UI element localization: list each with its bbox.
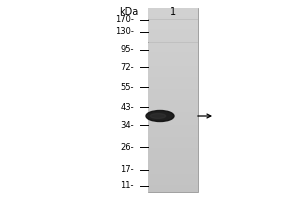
Bar (148, 174, 198, 176)
Bar (148, 185, 198, 187)
Text: 170-: 170- (115, 16, 134, 24)
Bar (148, 153, 198, 155)
Bar (148, 79, 198, 82)
Bar (148, 178, 198, 180)
Bar (148, 130, 198, 132)
Bar (148, 107, 198, 109)
Bar (148, 61, 198, 63)
Bar (148, 169, 198, 171)
Bar (148, 171, 198, 174)
Bar (148, 70, 198, 72)
Bar (148, 146, 198, 148)
Bar (148, 151, 198, 153)
Text: 130-: 130- (115, 27, 134, 36)
Ellipse shape (146, 110, 174, 121)
Bar (148, 17, 198, 20)
Bar (148, 137, 198, 139)
Text: kDa: kDa (119, 7, 138, 17)
Bar (148, 75, 198, 77)
Bar (148, 86, 198, 88)
Bar (148, 132, 198, 134)
Bar (148, 167, 198, 169)
Bar (148, 31, 198, 33)
Bar (148, 109, 198, 112)
Bar (148, 8, 198, 10)
Bar (148, 82, 198, 84)
Bar (148, 47, 198, 49)
Bar (148, 121, 198, 123)
Bar (148, 144, 198, 146)
Bar (148, 139, 198, 141)
Bar (148, 116, 198, 118)
Bar (148, 141, 198, 144)
Bar (148, 125, 198, 128)
Text: 17-: 17- (120, 166, 134, 174)
Bar (148, 114, 198, 116)
Bar (148, 162, 198, 164)
Bar (148, 36, 198, 38)
Bar (148, 29, 198, 31)
Bar (148, 187, 198, 190)
Bar (148, 20, 198, 22)
Bar (148, 134, 198, 137)
Bar (148, 118, 198, 121)
Bar (148, 95, 198, 98)
Bar (148, 45, 198, 47)
Bar (148, 102, 198, 105)
Bar (148, 26, 198, 29)
Bar (148, 13, 198, 15)
Bar (148, 164, 198, 167)
Bar (148, 190, 198, 192)
Bar (148, 56, 198, 59)
Bar (148, 59, 198, 61)
Bar (148, 72, 198, 75)
Bar (148, 66, 198, 68)
Bar (148, 49, 198, 52)
Bar (148, 8, 198, 192)
Bar (148, 22, 198, 24)
Bar (148, 43, 198, 45)
Text: 72-: 72- (120, 62, 134, 72)
Bar (148, 148, 198, 151)
Bar (148, 100, 198, 102)
Bar (148, 10, 198, 13)
Bar (148, 112, 198, 114)
Bar (148, 68, 198, 70)
Text: 26-: 26- (120, 142, 134, 152)
Bar (148, 15, 198, 17)
Bar (148, 88, 198, 91)
Bar (148, 54, 198, 56)
Bar (148, 24, 198, 26)
Text: 11-: 11- (121, 182, 134, 190)
Bar (148, 123, 198, 125)
Bar (148, 158, 198, 160)
Bar (148, 155, 198, 158)
Bar (148, 33, 198, 36)
Bar (148, 183, 198, 185)
Ellipse shape (150, 114, 166, 118)
Bar (148, 98, 198, 100)
Bar (148, 91, 198, 93)
Text: 43-: 43- (120, 102, 134, 112)
Text: 1: 1 (170, 7, 176, 17)
Bar (148, 40, 198, 43)
Bar (148, 93, 198, 95)
Bar (148, 84, 198, 86)
Bar (148, 105, 198, 107)
Bar (148, 77, 198, 79)
Bar (148, 52, 198, 54)
Bar (148, 63, 198, 66)
Text: 55-: 55- (121, 82, 134, 92)
Bar (148, 176, 198, 178)
Bar (148, 160, 198, 162)
Text: 95-: 95- (121, 46, 134, 54)
Bar (148, 180, 198, 183)
Bar (148, 128, 198, 130)
Text: 34-: 34- (120, 120, 134, 130)
Bar (148, 38, 198, 40)
